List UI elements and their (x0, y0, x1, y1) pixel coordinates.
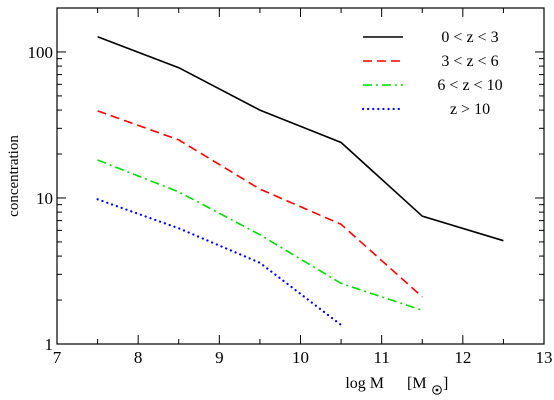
plot-frame (56, 7, 545, 345)
series-layer (96, 36, 504, 327)
y-axis-label: concentration (6, 135, 22, 217)
series-line (96, 198, 343, 327)
x-tick-label: 7 (53, 348, 62, 367)
y-tick-label: 1 (45, 335, 54, 354)
series-line (97, 36, 504, 242)
x-tick-label: 10 (292, 348, 309, 367)
x-tick-label: 12 (454, 348, 471, 367)
x-tick-label: 11 (373, 348, 389, 367)
x-axis-label: log M (345, 375, 384, 392)
legend: 0 < z < 3 3 < z < 6 6 < z < 10 z > 10 (361, 29, 503, 118)
x-axis-unit-label: [M (407, 375, 427, 392)
legend-label: 6 < z < 10 (437, 77, 502, 94)
legend-label: 3 < z < 6 (441, 53, 498, 70)
plot-layer: 7 8 9 10 11 12 13 1 10 100 (28, 7, 553, 367)
legend-label: 0 < z < 3 (441, 29, 498, 46)
sun-symbol-icon (432, 385, 442, 395)
x-tick-label: 8 (134, 348, 143, 367)
series-line (97, 159, 423, 312)
series-line (97, 110, 423, 298)
y-tick-label: 10 (36, 189, 53, 208)
y-tick-label: 100 (28, 43, 54, 62)
x-tick-label: 9 (215, 348, 224, 367)
x-tick-label: 13 (536, 348, 553, 367)
legend-label: z > 10 (450, 101, 490, 118)
x-axis-unit-close: ] (443, 375, 448, 392)
